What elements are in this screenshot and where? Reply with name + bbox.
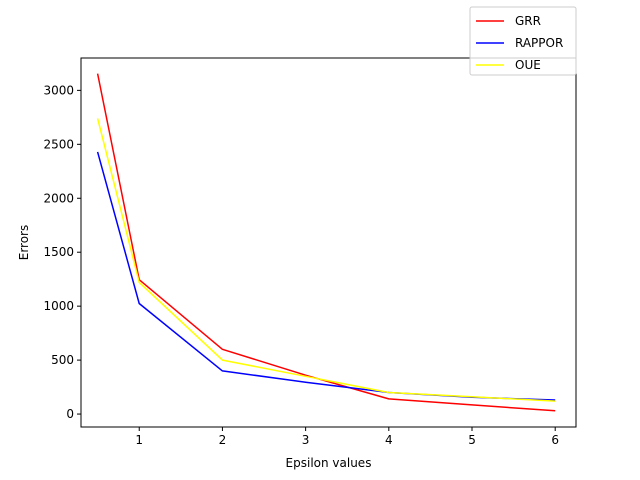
legend-label: RAPPOR: [515, 36, 563, 50]
plot-area: 1 2 3 4 5 6 0 500 1000 1500 2000 2500 3000: [43, 57, 577, 447]
series-line-oue: [96, 118, 556, 402]
x-tick-label: 6: [551, 433, 559, 447]
y-tick-label: 2000: [43, 191, 74, 205]
x-tick-label: 5: [468, 433, 476, 447]
y-tick-label: 1000: [43, 299, 74, 313]
x-axis: 1 2 3 4 5 6: [135, 427, 559, 447]
x-tick-label: 4: [385, 433, 393, 447]
y-tick-label: 3000: [43, 83, 74, 97]
axes-frame: [80, 57, 577, 428]
y-tick-label: 1500: [43, 245, 74, 259]
x-tick-label: 2: [219, 433, 227, 447]
x-axis-label: Epsilon values: [286, 456, 372, 470]
legend-label: GRR: [515, 14, 541, 28]
legend-label: OUE: [515, 58, 541, 72]
y-tick-label: 2500: [43, 137, 74, 151]
series-lines: [96, 73, 556, 412]
y-tick-label: 0: [66, 407, 74, 421]
x-tick-label: 1: [135, 433, 143, 447]
series-line-grr: [96, 73, 556, 412]
y-axis-label: Errors: [17, 225, 31, 261]
series-line-rappor: [96, 151, 556, 401]
x-tick-label: 3: [302, 433, 310, 447]
legend-box: [469, 6, 577, 76]
y-axis: 0 500 1000 1500 2000 2500 3000: [43, 83, 81, 421]
y-tick-label: 500: [51, 353, 74, 367]
legend: GRR RAPPOR OUE: [469, 6, 577, 76]
